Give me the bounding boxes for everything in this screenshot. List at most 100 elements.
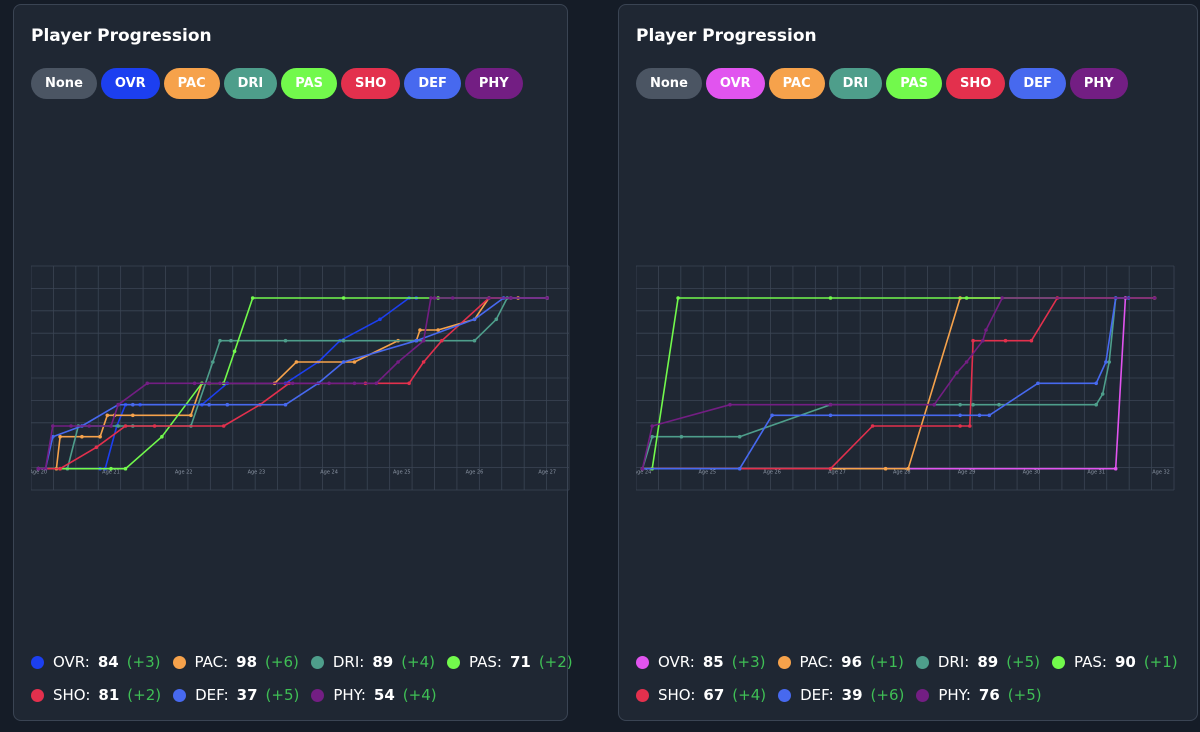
- legend-delta: (+1): [870, 653, 904, 671]
- legend-item-sho: SHO: 81 (+2): [31, 686, 161, 704]
- filter-button-pac[interactable]: PAC: [768, 68, 825, 99]
- data-point-pac: [906, 466, 910, 471]
- data-point-phy: [145, 381, 150, 386]
- data-point-dri: [229, 338, 233, 343]
- data-point-phy: [487, 296, 491, 300]
- legend-item-ovr: OVR: 85 (+3): [636, 653, 766, 671]
- legend-dot: [777, 655, 791, 669]
- data-point-pac: [436, 328, 440, 332]
- data-point-pac: [352, 360, 357, 364]
- legend-label: PHY:: [938, 686, 971, 704]
- data-point-phy: [421, 338, 426, 343]
- legend-label: PAS:: [469, 653, 502, 671]
- data-point-pac: [105, 413, 110, 418]
- data-point-dri: [679, 434, 684, 439]
- legend-dot: [173, 688, 187, 702]
- legend-item-dri: DRI: 89 (+5): [915, 653, 1040, 671]
- filter-button-phy[interactable]: PHY: [1069, 68, 1128, 99]
- data-point-phy: [640, 466, 645, 471]
- data-point-sho: [1029, 338, 1034, 343]
- data-point-phy: [828, 402, 833, 407]
- x-tick-label: Age 24: [320, 470, 338, 476]
- data-point-sho: [94, 445, 99, 450]
- chart-title: Player Progression: [636, 26, 817, 46]
- legend-item-phy: PHY: 76 (+5): [916, 686, 1042, 704]
- data-point-def: [207, 402, 211, 407]
- data-point-pas: [160, 434, 164, 439]
- data-point-phy: [207, 381, 211, 386]
- stats-legend: OVR: 85 (+3) PAC: 96 (+1) DRI: 89 (+5) PAS: 90 (…: [636, 652, 1190, 718]
- legend-dot: [1052, 655, 1066, 669]
- data-point-ovr: [1113, 466, 1118, 471]
- filter-button-dri[interactable]: DRI: [828, 68, 883, 99]
- data-point-def: [958, 413, 962, 418]
- filter-button-sho[interactable]: SHO: [946, 68, 1006, 99]
- filter-button-ovr[interactable]: OVR: [705, 68, 765, 99]
- chart-panel-1: Player Progression None OVR PAC DRI PAS …: [13, 4, 573, 721]
- filter-button-none[interactable]: None: [636, 68, 702, 99]
- data-point-phy: [109, 424, 113, 428]
- data-point-sho: [971, 338, 975, 343]
- legend-delta: (+4): [402, 686, 437, 704]
- data-point-phy: [964, 360, 969, 364]
- data-point-phy: [36, 466, 41, 471]
- data-point-sho: [968, 424, 972, 428]
- data-point-dri: [472, 338, 477, 343]
- data-point-dri: [737, 434, 742, 439]
- data-point-def: [737, 466, 742, 471]
- data-point-phy: [955, 370, 959, 375]
- legend-value: 81: [98, 686, 120, 704]
- filter-button-dri[interactable]: DRI: [223, 68, 278, 99]
- legend-delta: (+4): [732, 686, 767, 704]
- data-point-pas: [964, 296, 969, 300]
- data-point-phy: [51, 424, 55, 428]
- data-point-phy: [728, 402, 732, 407]
- data-point-pas: [109, 466, 113, 471]
- filter-button-pas[interactable]: PAS: [281, 68, 338, 99]
- legend-dot: [447, 655, 461, 669]
- data-point-phy: [396, 360, 400, 364]
- data-point-phy: [1000, 296, 1004, 300]
- filter-button-none[interactable]: None: [31, 68, 97, 99]
- filter-button-pac[interactable]: PAC: [163, 68, 220, 99]
- legend-delta: (+5): [265, 686, 300, 704]
- legend-label: OVR:: [658, 653, 695, 671]
- series-line-ovr: [38, 297, 417, 470]
- data-point-dri: [218, 338, 222, 343]
- legend-delta: (+6): [870, 686, 905, 704]
- data-point-sho: [221, 424, 226, 428]
- legend-label: DRI:: [332, 653, 365, 671]
- filter-button-def[interactable]: DEF: [1009, 68, 1066, 99]
- filter-button-pas[interactable]: PAS: [886, 68, 943, 99]
- data-point-def: [414, 338, 419, 343]
- filter-button-def[interactable]: DEF: [404, 68, 461, 99]
- data-point-pac: [189, 413, 193, 418]
- filter-button-sho[interactable]: SHO: [341, 68, 401, 99]
- legend-value: 89: [372, 653, 394, 671]
- stats-legend: OVR: 84 (+3) PAC: 98 (+6) DRI: 89 (+4) PAS: 71 (…: [31, 652, 585, 718]
- series-line-dri: [641, 297, 1117, 469]
- data-point-sho: [123, 424, 128, 428]
- legend-row: OVR: 84 (+3) PAC: 98 (+6) DRI: 89 (+4) PAS: 71 (…: [31, 652, 585, 672]
- legend-dot: [311, 688, 325, 702]
- series-line-def: [642, 297, 1129, 470]
- filter-button-ovr[interactable]: OVR: [100, 68, 160, 99]
- data-point-sho: [828, 466, 833, 471]
- data-point-pac: [98, 434, 102, 439]
- data-point-def: [1104, 360, 1108, 364]
- data-point-phy: [352, 381, 357, 386]
- series-line-sho: [642, 297, 1155, 470]
- filter-button-phy[interactable]: PHY: [464, 68, 523, 99]
- data-point-dri: [494, 317, 499, 322]
- legend-value: 90: [1114, 653, 1136, 671]
- legend-value: 84: [97, 653, 119, 671]
- legend-delta: (+3): [126, 653, 161, 671]
- legend-item-phy: PHY: 54 (+4): [311, 686, 437, 704]
- data-point-pac: [131, 413, 135, 418]
- data-point-def: [472, 317, 477, 322]
- data-point-dri: [650, 434, 654, 439]
- legend-dot: [31, 688, 44, 702]
- data-point-def: [341, 360, 346, 364]
- legend-item-pac: PAC: 98 (+6): [172, 653, 299, 671]
- x-tick-label: Age 30: [1023, 470, 1041, 476]
